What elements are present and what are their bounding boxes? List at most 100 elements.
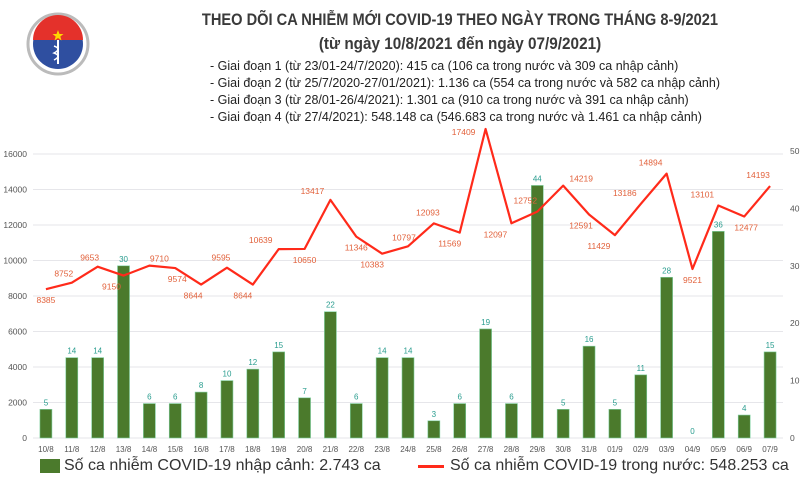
line-label: 13101	[691, 189, 715, 199]
bar	[194, 391, 208, 439]
right-axis-tick: 50	[790, 146, 800, 156]
legend-bar-label: Số ca nhiễm COVID-19 nhập cảnh: 2.743 ca	[64, 457, 381, 474]
left-axis-tick: 2000	[8, 398, 27, 408]
x-axis-tick: 26/8	[452, 445, 468, 454]
bar	[65, 357, 79, 439]
x-axis-tick: 05/9	[711, 445, 727, 454]
line-label: 8385	[36, 295, 55, 305]
x-axis-tick: 14/8	[142, 445, 158, 454]
line-label: 13186	[613, 188, 637, 198]
right-axis-tick: 40	[790, 203, 800, 213]
bar-label: 15	[766, 341, 775, 350]
line-label: 9653	[80, 253, 99, 263]
bar	[453, 403, 467, 439]
bar	[324, 311, 337, 439]
bar-label: 10	[223, 370, 232, 379]
line-label: 12752	[513, 196, 537, 206]
right-axis-tick: 30	[790, 261, 800, 271]
phase-2-text: - Giai đoạn 2 (từ 25/7/2020-27/01/2021):…	[210, 76, 720, 90]
legend-line-swatch	[418, 464, 444, 468]
right-axis-tick: 10	[790, 376, 800, 386]
bar-label: 6	[457, 393, 462, 402]
bar	[660, 276, 673, 439]
right-axis-tick: 20	[790, 318, 800, 328]
x-axis-tick: 12/8	[90, 445, 106, 454]
bar	[582, 345, 596, 439]
left-axis-tick: 8000	[8, 291, 27, 301]
x-axis-tick: 31/8	[581, 445, 597, 454]
x-axis-tick: 11/8	[64, 445, 80, 454]
bar-label: 36	[714, 220, 723, 229]
bar	[117, 265, 130, 439]
x-axis-tick: 07/9	[762, 445, 778, 454]
line-label: 14894	[639, 158, 663, 168]
x-axis-tick: 10/8	[38, 445, 54, 454]
phase-4-text: - Giai đoạn 4 (từ 27/4/2021): 548.148 ca…	[210, 110, 702, 124]
legend-bar: Số ca nhiễm COVID-19 nhập cảnh: 2.743 ca	[40, 457, 381, 475]
bar-label: 6	[354, 393, 359, 402]
bar	[143, 403, 156, 439]
legend-line: Số ca nhiễm COVID-19 trong nước: 548.253…	[418, 457, 789, 475]
bar	[91, 357, 104, 439]
line-label: 14193	[746, 170, 770, 180]
phase-3-text: - Giai đoạn 3 (từ 28/01-26/4/2021): 1.30…	[210, 93, 689, 107]
line-label: 12097	[484, 229, 508, 239]
bar	[39, 408, 53, 439]
bar	[712, 231, 725, 439]
bar	[246, 368, 260, 439]
bar	[401, 357, 415, 439]
ministry-of-health-logo	[26, 12, 90, 76]
x-axis-tick: 29/8	[530, 445, 546, 454]
line-label: 9574	[168, 274, 187, 284]
left-axis-tick: 4000	[8, 362, 27, 372]
bar-label: 8	[199, 381, 204, 390]
line-label: 12093	[416, 207, 440, 217]
bar	[298, 397, 311, 439]
line-label: 11346	[345, 243, 368, 253]
left-axis-tick: 10000	[3, 256, 27, 266]
bar-label: 11	[637, 364, 646, 373]
bar	[479, 328, 492, 439]
x-axis-tick: 13/8	[116, 445, 132, 454]
bar	[272, 351, 285, 439]
bar	[220, 380, 234, 439]
left-axis-tick: 6000	[8, 327, 27, 337]
line-label: 10797	[392, 232, 416, 242]
bar	[505, 403, 518, 439]
bar-label: 0	[690, 427, 695, 436]
left-axis-tick: 16000	[3, 149, 27, 159]
x-axis-tick: 25/8	[426, 445, 442, 454]
line-label: 10383	[360, 260, 384, 270]
bar-label: 7	[302, 387, 307, 396]
bar-label: 14	[67, 347, 76, 356]
line-label: 8752	[54, 269, 73, 279]
bar	[375, 357, 389, 439]
x-axis-tick: 18/8	[245, 445, 261, 454]
bar	[427, 420, 441, 439]
line-label: 9150	[102, 282, 121, 292]
bar-label: 16	[585, 335, 594, 344]
x-axis-tick: 20/8	[297, 445, 313, 454]
x-axis-tick: 01/9	[607, 445, 623, 454]
right-axis-tick: 0	[790, 433, 795, 443]
bar-label: 14	[378, 347, 387, 356]
x-axis-tick: 17/8	[219, 445, 235, 454]
bar-label: 5	[613, 398, 618, 407]
line-label: 10639	[249, 235, 273, 245]
bar-label: 28	[662, 266, 671, 275]
bar-label: 30	[119, 255, 128, 264]
bar-label: 14	[93, 347, 102, 356]
line-label: 9710	[150, 254, 169, 264]
bar	[531, 185, 544, 439]
x-axis-tick: 28/8	[504, 445, 520, 454]
x-axis-tick: 15/8	[167, 445, 183, 454]
bar-label: 44	[533, 174, 542, 183]
x-axis-tick: 22/8	[348, 445, 364, 454]
bar-label: 14	[404, 347, 413, 356]
line-label: 11429	[587, 241, 610, 251]
line-label: 12591	[569, 221, 593, 231]
line-label: 9521	[683, 275, 702, 285]
bar-label: 19	[481, 318, 490, 327]
legend-bar-swatch	[40, 459, 60, 473]
